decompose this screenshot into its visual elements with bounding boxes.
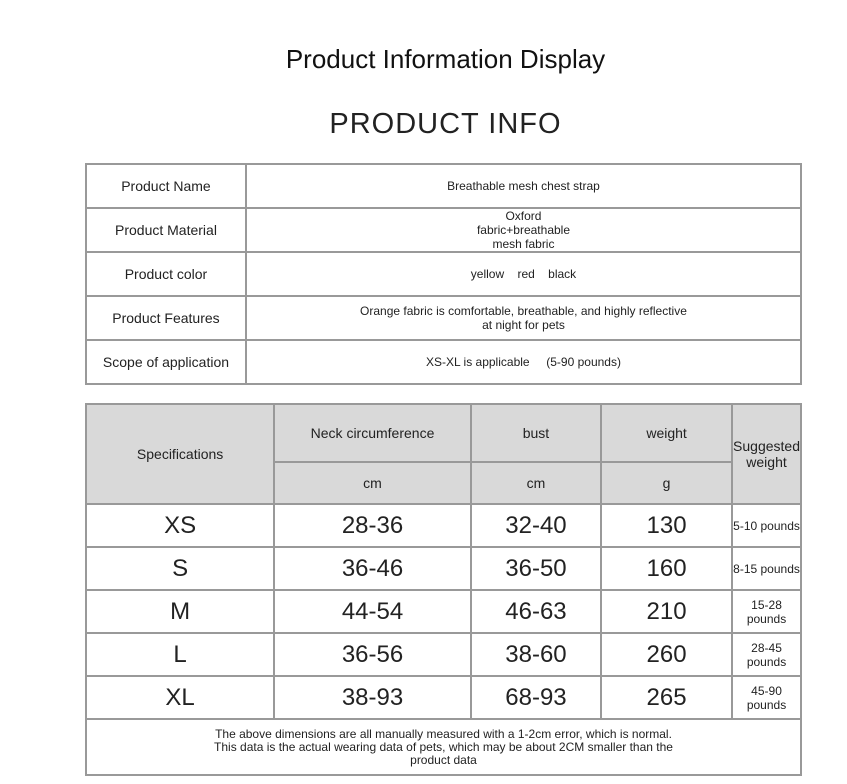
info-value: Breathable mesh chest strap — [244, 163, 803, 209]
cell-size: M — [84, 589, 276, 634]
cell-bust: 68-93 — [469, 675, 603, 720]
header-bust: bust — [469, 403, 603, 463]
table-row: S 36-46 36-50 160 8-15 pounds — [84, 546, 802, 591]
footnote-row: The above dimensions are all manually me… — [85, 718, 802, 776]
cell-weight: 260 — [600, 632, 734, 677]
cell-size: XS — [84, 503, 276, 548]
cell-bust: 32-40 — [469, 503, 603, 548]
cell-suggested: 8-15 pounds — [731, 546, 802, 591]
page-title: Product Information Display — [285, 44, 606, 74]
info-value: yellow red black — [244, 251, 803, 297]
info-label: Product Features — [85, 295, 247, 341]
info-label: Scope of application — [85, 339, 247, 385]
info-value: Oxford fabric+breathable mesh fabric — [244, 207, 803, 253]
cell-neck: 44-54 — [273, 589, 472, 634]
unit-weight: g — [600, 461, 734, 505]
product-info-table: Product Name Breathable mesh chest strap … — [85, 163, 803, 385]
header-weight: weight — [600, 403, 734, 463]
cell-weight: 160 — [600, 546, 734, 591]
table-row: XS 28-36 32-40 130 5-10 pounds — [84, 503, 802, 548]
header-neck: Neck circumference — [273, 403, 472, 463]
info-label: Product color — [85, 251, 247, 297]
table-row: Product Features Orange fabric is comfort… — [85, 295, 803, 341]
table-row: Product color yellow red black — [85, 251, 803, 297]
header-spec: Specifications — [84, 403, 276, 505]
cell-weight: 265 — [600, 675, 734, 720]
table-row: XL 38-93 68-93 265 45-90 pounds — [84, 675, 802, 720]
info-value: XS-XL is applicable (5-90 pounds) — [244, 339, 803, 385]
info-label: Product Name — [85, 163, 247, 209]
cell-weight: 130 — [600, 503, 734, 548]
table-row: L 36-56 38-60 260 28-45 pounds — [84, 632, 802, 677]
cell-suggested: 28-45 pounds — [731, 632, 802, 677]
cell-suggested: 5-10 pounds — [731, 503, 802, 548]
table-row: Product Material Oxford fabric+breathable… — [85, 207, 803, 253]
header-suggested: Suggested weight — [731, 403, 802, 505]
cell-suggested: 15-28 pounds — [731, 589, 802, 634]
table-row: M 44-54 46-63 210 15-28 pounds — [84, 589, 802, 634]
table-row: Product Name Breathable mesh chest strap — [85, 163, 803, 209]
info-value: Orange fabric is comfortable, breathable… — [244, 295, 803, 341]
unit-row: cm cm g — [86, 461, 801, 505]
cell-size: L — [84, 632, 276, 677]
size-table: Specifications Neck circumference bust w… — [84, 403, 802, 776]
cell-neck: 36-46 — [273, 546, 472, 591]
footnote: The above dimensions are all manually me… — [85, 718, 802, 776]
cell-size: S — [84, 546, 276, 591]
header-row: Specifications Neck circumference bust w… — [84, 403, 802, 505]
cell-suggested: 45-90 pounds — [731, 675, 802, 720]
unit-bust: cm — [469, 461, 603, 505]
unit-neck: cm — [273, 461, 472, 505]
cell-bust: 36-50 — [469, 546, 603, 591]
section-title: PRODUCT INFO — [329, 108, 562, 140]
cell-bust: 38-60 — [469, 632, 603, 677]
cell-size: XL — [84, 675, 276, 720]
info-label: Product Material — [85, 207, 247, 253]
cell-neck: 28-36 — [273, 503, 472, 548]
cell-bust: 46-63 — [469, 589, 603, 634]
cell-neck: 36-56 — [273, 632, 472, 677]
cell-neck: 38-93 — [273, 675, 472, 720]
table-row: Scope of application XS-XL is applicable … — [85, 339, 803, 385]
cell-weight: 210 — [600, 589, 734, 634]
